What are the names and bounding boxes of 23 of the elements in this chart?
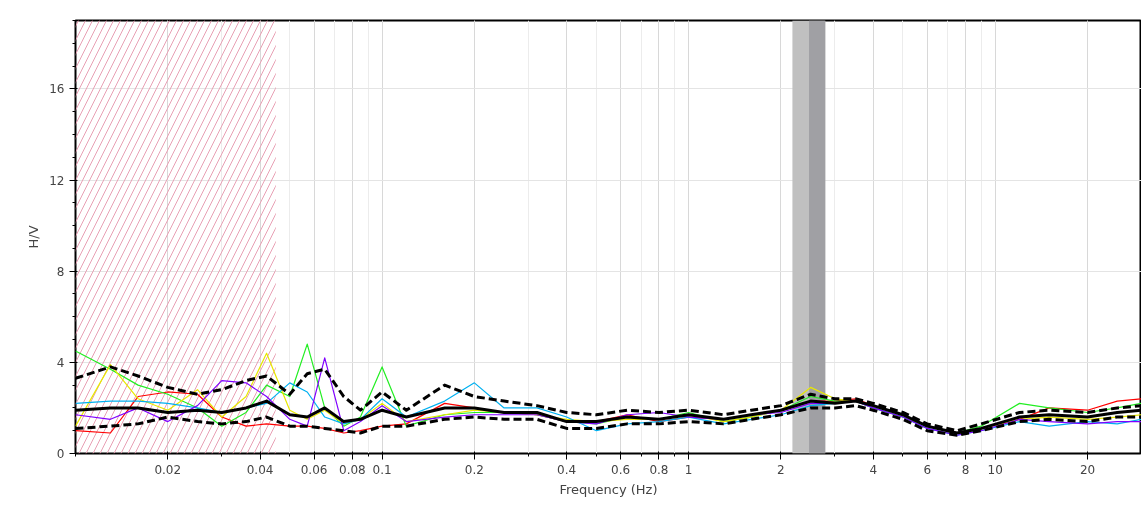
x-tick-label: 0.6 (611, 462, 631, 477)
y-tick-label: 8 (56, 264, 65, 279)
x-tick-label: 6 (923, 462, 932, 477)
x-tick-label: 0.04 (246, 462, 274, 477)
x-tick-label: 8 (961, 462, 970, 477)
x-tick-label: 0.1 (372, 462, 392, 477)
y-axis-title: H/V (26, 225, 42, 249)
x-tick-label: 10 (987, 462, 1003, 477)
y-tick-label: 16 (49, 82, 65, 97)
x-tick-label: 20 (1079, 462, 1096, 477)
x-tick-label: 0.06 (300, 462, 328, 477)
x-tick-label: 2 (777, 462, 785, 477)
x-tick-label: 0.2 (464, 462, 484, 477)
x-tick-label: 4 (869, 462, 878, 477)
x-tick-label: 0.02 (154, 462, 182, 477)
x-tick-label: 0.4 (557, 462, 577, 477)
x-axis-title: Frequency (Hz) (559, 481, 658, 497)
x-tick-label: 0.8 (649, 462, 669, 477)
x-tick-label: 1 (684, 462, 693, 477)
y-tick-label: 0 (56, 447, 65, 461)
x-tick-label: 0.08 (339, 462, 366, 477)
y-tick-label: 12 (49, 173, 65, 188)
y-tick-label: 4 (56, 355, 65, 370)
